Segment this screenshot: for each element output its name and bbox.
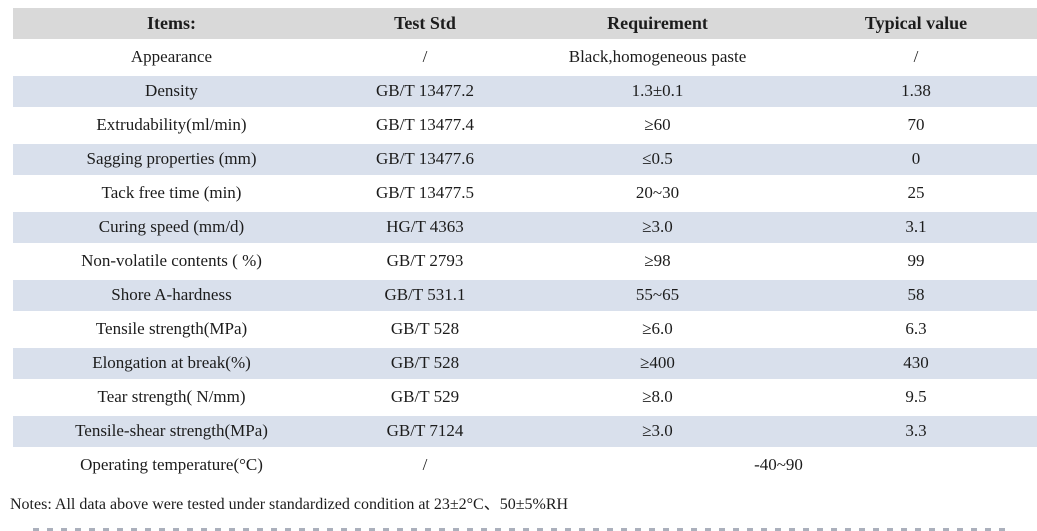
cell-typical-value: 6.3	[795, 311, 1037, 345]
table-row: Curing speed (mm/d) HG/T 4363 ≥3.0 3.1	[13, 209, 1037, 243]
cell-test-std: GB/T 2793	[330, 243, 520, 277]
cell-typical-value: 0	[795, 141, 1037, 175]
cell-requirement: 20~30	[520, 175, 795, 209]
cell-item: Tensile-shear strength(MPa)	[13, 413, 330, 447]
cell-test-std: GB/T 13477.5	[330, 175, 520, 209]
cell-typical-value: 70	[795, 107, 1037, 141]
table-row: Extrudability(ml/min) GB/T 13477.4 ≥60 70	[13, 107, 1037, 141]
cell-typical-value: 9.5	[795, 379, 1037, 413]
cell-typical-value: 1.38	[795, 73, 1037, 107]
spec-table-body: Appearance / Black,homogeneous paste / Densi…	[13, 39, 1037, 481]
column-header: Test Std	[394, 12, 456, 33]
cell-item: Operating temperature(°C)	[13, 447, 330, 481]
cell-test-std: /	[330, 39, 520, 73]
cell-test-std: GB/T 528	[330, 345, 520, 379]
cell-requirement: ≥98	[520, 243, 795, 277]
cell-test-std: /	[330, 447, 520, 481]
cell-requirement: ≥6.0	[520, 311, 795, 345]
cell-item: Non-volatile contents ( %)	[13, 243, 330, 277]
table-row: Tear strength( N/mm) GB/T 529 ≥8.0 9.5	[13, 379, 1037, 413]
table-row: Tack free time (min) GB/T 13477.5 20~30 25	[13, 175, 1037, 209]
cell-requirement: ≤0.5	[520, 141, 795, 175]
spec-table: Items: Test Std Requirement Typical value A…	[13, 8, 1037, 481]
table-header-row: Items: Test Std Requirement Typical value	[13, 8, 1037, 39]
table-row: Tensile strength(MPa) GB/T 528 ≥6.0 6.3	[13, 311, 1037, 345]
cell-test-std: HG/T 4363	[330, 209, 520, 243]
table-row: Operating temperature(°C) / -40~90	[13, 447, 1037, 481]
notes-text: Notes: All data above were tested under …	[10, 496, 569, 513]
cell-typical-value: 25	[795, 175, 1037, 209]
cell-item: Tear strength( N/mm)	[13, 379, 330, 413]
table-row: Appearance / Black,homogeneous paste /	[13, 39, 1037, 73]
table-row: Density GB/T 13477.2 1.3±0.1 1.38	[13, 73, 1037, 107]
cell-item: Sagging properties (mm)	[13, 141, 330, 175]
cell-requirement: -40~90	[520, 447, 1037, 481]
cell-item: Curing speed (mm/d)	[13, 209, 330, 243]
cell-item: Appearance	[13, 39, 330, 73]
cell-test-std: GB/T 531.1	[330, 277, 520, 311]
cell-requirement: Black,homogeneous paste	[520, 39, 795, 73]
column-header: Typical value	[864, 12, 968, 33]
table-row: Non-volatile contents ( %) GB/T 2793 ≥98 99	[13, 243, 1037, 277]
cell-typical-value: 3.1	[795, 209, 1037, 243]
cell-requirement: ≥400	[520, 345, 795, 379]
cell-requirement: ≥60	[520, 107, 795, 141]
cell-typical-value: 3.3	[795, 413, 1037, 447]
table-row: Elongation at break(%) GB/T 528 ≥400 430	[13, 345, 1037, 379]
column-header: Items:	[147, 12, 196, 33]
table-row: Shore A-hardness GB/T 531.1 55~65 58	[13, 277, 1037, 311]
cell-requirement: ≥3.0	[520, 413, 795, 447]
cell-typical-value: 58	[795, 277, 1037, 311]
table-row: Tensile-shear strength(MPa) GB/T 7124 ≥3.0…	[13, 413, 1037, 447]
cell-requirement: ≥8.0	[520, 379, 795, 413]
cell-test-std: GB/T 528	[330, 311, 520, 345]
cell-typical-value: 430	[795, 345, 1037, 379]
cell-test-std: GB/T 529	[330, 379, 520, 413]
cell-item: Tensile strength(MPa)	[13, 311, 330, 345]
table-row: Sagging properties (mm) GB/T 13477.6 ≤0.5 0	[13, 141, 1037, 175]
cell-test-std: GB/T 7124	[330, 413, 520, 447]
cell-item: Shore A-hardness	[13, 277, 330, 311]
cell-item: Elongation at break(%)	[13, 345, 330, 379]
cell-test-std: GB/T 13477.4	[330, 107, 520, 141]
cell-requirement: 55~65	[520, 277, 795, 311]
cell-requirement: ≥3.0	[520, 209, 795, 243]
cutoff-content-strip	[33, 528, 1005, 531]
cell-typical-value: /	[795, 39, 1037, 73]
cell-item: Density	[13, 73, 330, 107]
cell-requirement: 1.3±0.1	[520, 73, 795, 107]
column-header: Requirement	[607, 12, 708, 33]
cell-test-std: GB/T 13477.6	[330, 141, 520, 175]
cell-item: Tack free time (min)	[13, 175, 330, 209]
cell-typical-value: 99	[795, 243, 1037, 277]
cell-item: Extrudability(ml/min)	[13, 107, 330, 141]
cell-test-std: GB/T 13477.2	[330, 73, 520, 107]
